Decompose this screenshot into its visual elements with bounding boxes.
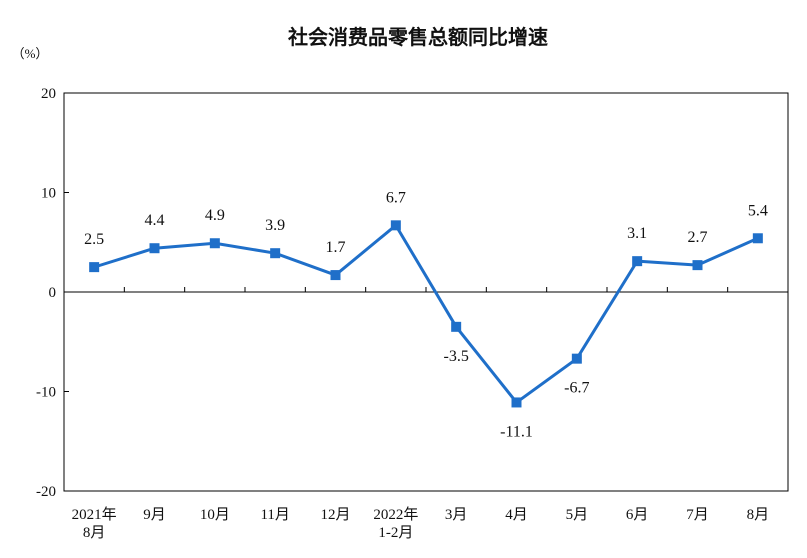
data-label: 4.4 [145, 212, 165, 229]
x-tick-label: 6月 [626, 507, 649, 523]
data-label: -11.1 [500, 423, 533, 440]
data-label: -3.5 [444, 348, 469, 365]
data-label: 3.1 [627, 225, 647, 242]
data-point [511, 397, 522, 408]
x-tick-label: 11月 [260, 507, 289, 523]
data-point [692, 260, 703, 271]
series-path [93, 223, 759, 404]
data-point [632, 256, 643, 267]
x-tick-label: 1-2月 [378, 525, 413, 541]
data-point [571, 353, 582, 364]
x-tick-label: 9月 [143, 507, 166, 523]
x-tick-label: 2021年 [72, 506, 117, 523]
y-tick-label: -10 [36, 385, 56, 401]
data-label: 2.7 [688, 229, 708, 246]
x-tick-label: 7月 [686, 507, 709, 523]
data-point [390, 220, 401, 231]
data-point [149, 243, 160, 254]
chart-title: 社会消费品零售总额同比增速 [287, 25, 548, 49]
x-tick-label: 8月 [83, 525, 106, 541]
data-point [270, 248, 281, 259]
data-point [89, 262, 100, 273]
y-tick-label: 10 [41, 186, 56, 202]
y-tick-label: 0 [49, 285, 57, 301]
data-point [330, 270, 341, 281]
data-label: 4.9 [205, 207, 225, 224]
x-tick-label: 5月 [566, 507, 589, 523]
data-point [752, 233, 763, 244]
data-label: 2.5 [84, 231, 104, 248]
y-tick-label: -20 [36, 484, 56, 500]
data-label: 5.4 [748, 202, 768, 219]
x-tick-label: 10月 [200, 507, 230, 523]
unit-label: （%） [12, 46, 49, 61]
x-tick-label: 3月 [445, 507, 468, 523]
data-label: -6.7 [564, 380, 589, 397]
x-tick-label: 2022年 [373, 506, 418, 523]
data-point [209, 238, 220, 249]
series-line [89, 220, 763, 408]
data-label: 6.7 [386, 189, 406, 206]
y-tick-label: 20 [41, 86, 56, 102]
axes: 20 10 0 -10 -20 [36, 86, 789, 500]
x-tick-labels: 2021年 8月 9月 10月 11月 12月 2022年 1-2月 3月 4月 5月 6月 7月 8月 [72, 506, 769, 541]
data-labels: 2.5 4.4 4.9 3.9 1.7 6.7 -3.5 -11.1 -6.7 3.1 2.7 5.4 [84, 189, 768, 440]
x-tick-label: 4月 [505, 507, 528, 523]
x-tick-label: 8月 [747, 507, 770, 523]
data-point [451, 321, 462, 332]
data-label: 1.7 [326, 239, 346, 256]
data-label: 3.9 [265, 217, 285, 234]
x-tick-label: 12月 [320, 507, 350, 523]
